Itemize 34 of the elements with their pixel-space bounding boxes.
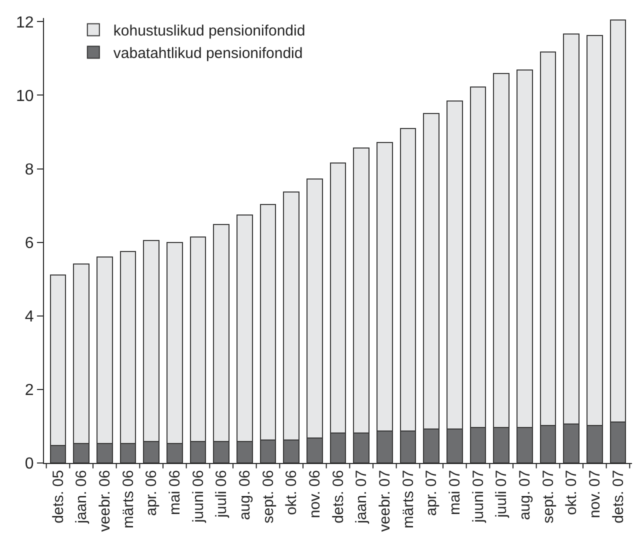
x-tick-label: jaan. 06 (73, 470, 90, 524)
x-tick-label: juuni 07 (470, 470, 487, 524)
x-tick-label: mai 07 (446, 470, 464, 516)
x-tick-label: märts 06 (120, 470, 137, 528)
legend-label: vabatahtlikud pensionifondid (113, 45, 303, 62)
x-tick-label: veebr. 07 (376, 470, 394, 532)
x-tick-label: apr. 07 (423, 470, 440, 516)
y-tick-label: 2 (24, 382, 34, 400)
legend-label: kohustuslikud pensionifondid (113, 22, 306, 40)
x-tick-label: okt. 07 (563, 470, 580, 516)
y-tick-label: 8 (24, 161, 34, 178)
x-tick-label: juuli 06 (213, 470, 230, 519)
x-tick-label: aug. 07 (516, 470, 534, 520)
x-tick-label: märts 07 (400, 470, 417, 528)
x-tick-label: veebr. 06 (96, 470, 114, 532)
x-tick-label: nov. 06 (306, 470, 324, 518)
x-tick-label: nov. 07 (586, 470, 604, 518)
x-tick-label: mai 06 (166, 470, 184, 516)
x-tick-label: aug. 06 (236, 470, 254, 520)
x-tick-label: jaan. 07 (353, 470, 370, 524)
x-tick-label: juuni 06 (190, 470, 207, 524)
x-tick-label: okt. 06 (283, 470, 300, 516)
y-tick-label: 4 (24, 308, 34, 326)
y-tick-label: 10 (16, 88, 34, 105)
x-tick-label: dets. 07 (610, 470, 627, 524)
y-tick-label: 6 (24, 234, 34, 252)
x-tick-label: juuli 07 (493, 470, 510, 519)
x-tick-label: apr. 06 (143, 470, 160, 516)
x-tick-label: dets. 06 (330, 470, 347, 524)
x-tick-label: sept. 06 (260, 470, 277, 524)
x-tick-label: dets. 05 (50, 470, 67, 524)
y-tick-label: 12 (16, 14, 34, 32)
x-tick-label: sept. 07 (540, 470, 557, 524)
y-tick-label: 0 (24, 456, 34, 473)
